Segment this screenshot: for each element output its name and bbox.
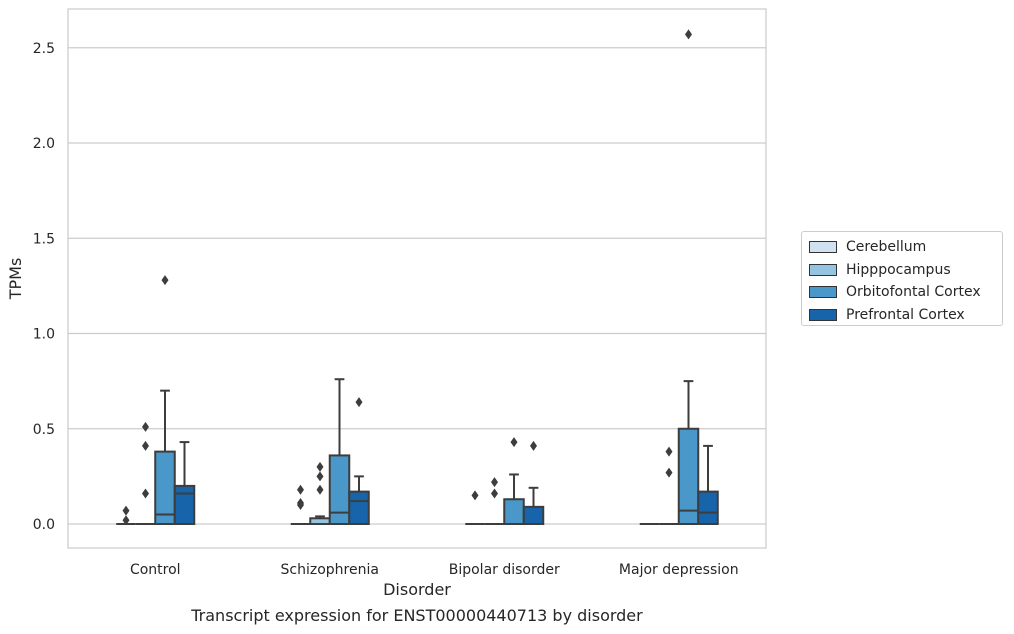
- legend-item: Prefrontal Cortex: [809, 304, 1002, 327]
- box-cerebellum-bipolar-disorder: [465, 490, 485, 525]
- outlier-point: [316, 471, 324, 482]
- box: [522, 505, 545, 526]
- box-prefrontal-cortex-bipolar-disorder: [522, 440, 545, 526]
- box-orbitofontal-cortex-major-depression: [677, 29, 700, 525]
- y-tick-label: 1.5: [33, 231, 55, 247]
- x-tick-label: Bipolar disorder: [449, 562, 560, 578]
- outlier-point: [491, 477, 498, 488]
- outlier-point: [665, 446, 673, 457]
- outlier-point: [142, 488, 149, 499]
- legend-label: Prefrontal Cortex: [846, 307, 965, 324]
- legend-label: Cerebellum: [846, 239, 927, 256]
- outlier-point: [161, 275, 169, 286]
- outlier-point: [297, 484, 304, 495]
- y-tick-label: 2.0: [33, 136, 55, 152]
- box: [154, 450, 176, 525]
- outlier-point: [316, 461, 324, 472]
- outlier-point: [685, 29, 692, 40]
- box-orbitofontal-cortex-control: [154, 275, 176, 525]
- y-tick-label: 0.5: [33, 422, 55, 438]
- outlier-point: [316, 484, 324, 495]
- y-tick-label: 1.0: [33, 327, 55, 343]
- legend-item: Cerebellum: [809, 236, 1002, 259]
- legend-label: Hipppocampus: [846, 261, 951, 278]
- box-hipppocampus-schizophrenia: [309, 461, 331, 525]
- x-tick-labels: Control Schizophrenia Bipolar disorder Majo…: [130, 562, 739, 578]
- legend-swatch: [809, 286, 837, 299]
- box: [677, 427, 700, 525]
- box: [328, 454, 351, 526]
- box: [697, 490, 719, 525]
- box-prefrontal-cortex-control: [173, 441, 196, 525]
- y-tick-label: 2.5: [33, 41, 55, 57]
- legend-swatch: [809, 263, 837, 276]
- outlier-point: [122, 515, 130, 526]
- box-hipppocampus-major-depression: [659, 446, 679, 525]
- box-orbitofontal-cortex-schizophrenia: [328, 378, 351, 526]
- box-prefrontal-cortex-major-depression: [697, 444, 719, 525]
- legend-label: Orbitofontal Cortex: [846, 284, 981, 301]
- box-hipppocampus-control: [135, 421, 156, 525]
- box-series: [116, 29, 719, 526]
- legend: Cerebellum Hipppocampus Orbitofontal Corte…: [801, 231, 1003, 326]
- outlier-point: [491, 488, 498, 499]
- box-prefrontal-cortex-schizophrenia: [348, 397, 370, 525]
- x-axis-label: Disorder: [383, 580, 451, 599]
- outlier-point: [510, 437, 518, 448]
- outlier-point: [530, 440, 537, 451]
- legend-swatch: [809, 309, 837, 322]
- outlier-point: [122, 505, 130, 516]
- box-cerebellum-control: [116, 505, 136, 526]
- box-hipppocampus-bipolar-disorder: [484, 477, 505, 525]
- x-tick-label: Major depression: [619, 562, 739, 578]
- legend-item: Orbitofontal Cortex: [809, 281, 1002, 304]
- box: [348, 490, 370, 525]
- outlier-point: [142, 440, 149, 451]
- box-cerebellum-schizophrenia: [290, 484, 311, 525]
- legend-swatch: [809, 241, 837, 254]
- outlier-point: [665, 467, 673, 478]
- y-tick-labels: 0.0 0.5 1.0 1.5 2.0 2.5: [33, 41, 55, 533]
- x-tick-label: Schizophrenia: [281, 562, 379, 578]
- plot-frame: [67, 8, 767, 549]
- box: [503, 498, 525, 525]
- y-tick-label: 0.0: [33, 517, 55, 533]
- y-axis-label: TPMs: [6, 258, 25, 301]
- outlier-point: [471, 490, 479, 501]
- x-tick-label: Control: [130, 562, 181, 578]
- figure-caption: Transcript expression for ENST0000044071…: [191, 606, 643, 625]
- outlier-point: [297, 499, 304, 510]
- legend-item: Hipppocampus: [809, 259, 1002, 282]
- box: [173, 484, 196, 525]
- box-orbitofontal-cortex-bipolar-disorder: [503, 437, 525, 525]
- outlier-point: [142, 421, 149, 432]
- outlier-point: [355, 397, 363, 408]
